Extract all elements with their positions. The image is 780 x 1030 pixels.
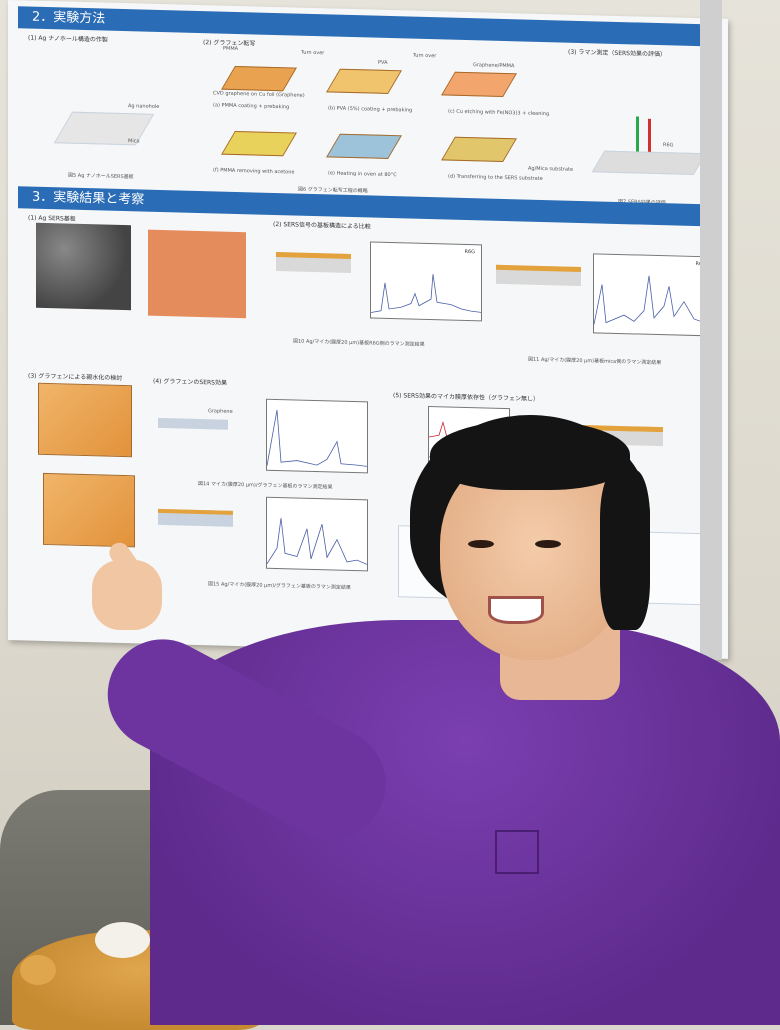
transfer-step-a-sample — [221, 65, 297, 92]
fig11-caption: 図11 Ag/マイカ(膜厚20 μm)基板mica側のラマン測定結果 — [528, 356, 662, 367]
legend-r6g: R6G — [464, 248, 475, 256]
right-eye — [535, 540, 561, 548]
step-f: (f) PMMA removing with acetone — [213, 167, 295, 176]
hydrophilic-photo-2 — [43, 472, 135, 548]
plush-ear-left — [20, 955, 56, 985]
label-pva: PVA — [378, 59, 388, 66]
step-a: (a) PMMA coating + prebaking — [213, 102, 290, 111]
fig15-caption: 図15 Ag/マイカ(膜厚20 μm)/グラフェン基板のラマン測定結果 — [208, 581, 351, 591]
label-graphene-pmma: Graphene/PMMA — [473, 62, 515, 70]
sem-image — [36, 222, 131, 311]
raman-plot-fig10: R6G — [370, 241, 482, 322]
sio2-substrate-photo — [148, 229, 246, 319]
results-sub-5: (5) SERS効果のマイカ膜厚依存性（グラフェン無し） — [393, 392, 539, 403]
fig10-caption: 図10 Ag/マイカ(膜厚20 μm)基板R6G側のラマン測定結果 — [293, 338, 425, 348]
label-r6g: R6G — [663, 142, 674, 149]
label-cvd-graphene: CVD graphene on Cu foil (Graphene) — [213, 90, 305, 99]
results-sub-1: (1) Ag SERS基板 — [28, 214, 76, 223]
transfer-step-b-sample — [326, 68, 402, 94]
label-graphene: Graphene — [208, 408, 233, 415]
substrate-schematic-1 — [276, 252, 351, 273]
label-ag-mica-substrate: Ag/Mica substrate — [528, 165, 574, 173]
transfer-step-f-sample — [221, 130, 297, 157]
step-d: (d) Transferring to the SERS substrate — [448, 173, 543, 183]
ag-mica-graphene-schematic — [158, 508, 233, 527]
results-sub-2: (2) SERS信号の基板構造による比較 — [273, 220, 371, 231]
hydrophilic-photo-1 — [38, 382, 132, 458]
plush-face — [95, 922, 150, 958]
transfer-step-c-sample — [441, 71, 517, 97]
substrate-schematic-2 — [496, 264, 581, 287]
smile — [488, 596, 544, 624]
fringe — [430, 420, 630, 490]
results-sub-4: (4) グラフェンのSERS効果 — [153, 377, 227, 387]
label-turn-over-1: Turn over — [301, 49, 325, 57]
hair-side — [600, 470, 650, 630]
method-sub-1: (1) Ag ナノホール構造の作製 — [28, 34, 108, 44]
step-c: (c) Cu etching with Fe(NO3)3 + cleaning — [448, 108, 550, 118]
poster-frame-rail — [700, 0, 722, 660]
step-e: (e) Heating in oven at 80°C — [328, 170, 397, 179]
sweater-logo — [495, 830, 539, 874]
method-sub-3: (3) ラマン測定（SERS効果の評価） — [568, 48, 666, 59]
raman-plot-fig14 — [266, 398, 368, 474]
green-laser-arrow — [636, 116, 639, 152]
step-b: (b) PVA (5%) coating + prebaking — [328, 105, 413, 114]
label-pmma: PMMA — [223, 45, 239, 53]
left-eye — [468, 540, 494, 548]
raman-plot-fig11: R6G — [593, 253, 713, 337]
red-scatter-arrow — [648, 118, 651, 152]
results-sub-3: (3) グラフェンによる親水化の検討 — [28, 372, 123, 382]
raman-setup-diagram — [591, 150, 707, 175]
mica-graphene-schematic — [158, 417, 228, 430]
label-turn-over-2: Turn over — [413, 52, 437, 60]
fig14-caption: 図14 マイカ(膜厚20 μm)/グラフェン基板のラマン測定結果 — [198, 480, 333, 491]
label-ag-nanohole: Ag nanohole — [128, 103, 160, 110]
transfer-step-e-sample — [326, 133, 402, 159]
raman-plot-fig15 — [266, 496, 368, 572]
transfer-step-d-sample — [441, 136, 517, 162]
fig5-caption: 図5 Ag ナノホールSERS基板 — [68, 172, 134, 181]
label-mica: Mica — [128, 138, 140, 145]
